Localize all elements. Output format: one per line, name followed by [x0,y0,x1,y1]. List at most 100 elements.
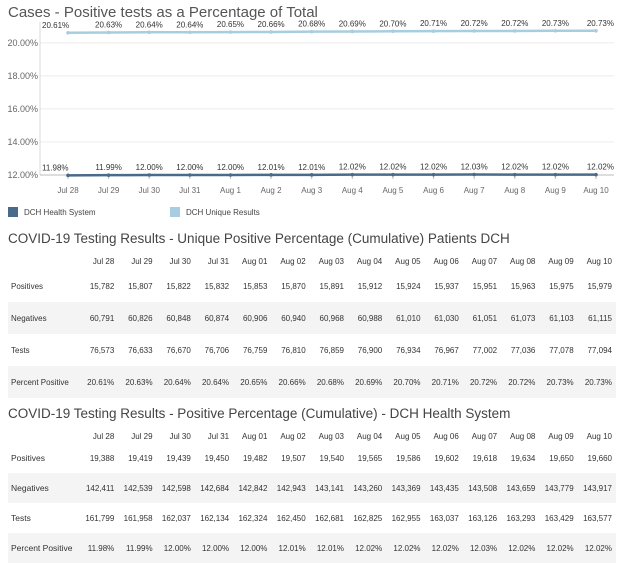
table-cell: 20.72% [501,366,540,398]
x-tick-label: Aug 9 [545,186,566,195]
x-tick-label: Aug 6 [423,186,444,195]
table-cell: 162,324 [238,513,268,523]
table-cell: 11.99% [118,533,157,563]
table-cell: 162,955 [391,513,421,523]
table-cell: 19,439 [166,453,191,463]
data-label-bg [94,161,123,172]
x-tick-label: Aug 4 [342,186,363,195]
table-cell: 162,450 [276,513,306,523]
table-cell: 19,388 [89,453,115,463]
data-label-bg [215,161,246,171]
x-tick-label: Jul 28 [57,186,79,195]
data-label-bg [175,18,205,29]
table-cell: 12.02% [539,533,578,563]
table-cell: 19,540 [319,453,344,463]
data-point [188,173,192,177]
line-chart: 12.00% 14.00% 16.00% 18.00% 20.00% Jul 28 Jul … [7,16,615,195]
column-header: Jul 31 [207,431,230,441]
y-tick-label: 16.00% [7,104,38,114]
table-cell: 163,037 [429,513,459,523]
data-label: 11.99% [95,163,122,172]
table-cell: 19,660 [587,453,612,463]
table-cell: 142,598 [156,473,195,503]
table-cell: 11.98% [80,533,119,563]
data-label: 20.72% [501,19,528,28]
column-header: Aug 01 [242,431,268,441]
table-cell: 20.69% [347,366,387,398]
table-row: Negatives 142,411 142,539 142,598 142,684 142… [8,473,616,503]
x-tick-label: Aug 7 [464,186,485,195]
table-cell: 12.02% [424,533,463,563]
chart-title: Cases - Positive tests as a Percentage o… [8,4,318,21]
column-header: Jul 30 [169,256,191,266]
data-label-bg [378,160,408,171]
column-header: Aug 08 [510,431,536,441]
data-point [228,173,233,177]
data-label: 20.68% [298,20,325,29]
table-cell: 76,706 [204,345,230,355]
table-cell: 77,036 [510,345,536,355]
data-label: 20.72% [461,19,488,28]
table-cell: 76,759 [242,345,268,355]
table-cell: 60,906 [233,302,272,334]
table-cell: 15,822 [166,281,191,291]
table-cell: 12.00% [156,533,195,563]
table-cell: 12.00% [194,533,234,563]
data-point [472,172,476,177]
column-header: Aug 07 [471,431,498,441]
table-cell: 76,573 [89,345,115,355]
table-cell: 163,293 [506,513,536,523]
table-cell: 19,419 [128,453,153,463]
table-cell: 76,633 [128,345,153,355]
column-header: Jul 29 [131,431,153,441]
data-point [594,172,598,177]
table-cell: 76,670 [166,345,191,355]
data-label-bg [41,161,70,172]
column-header: Aug 03 [318,431,344,441]
table-cell: 76,900 [357,345,383,355]
data-point [512,172,517,177]
column-header: Aug 05 [395,431,421,441]
data-label-bg [134,18,164,29]
row-label: Negatives [8,302,80,334]
table-cell: 12.02% [501,533,540,563]
table-cell: 12.02% [577,533,616,563]
data-label-bg [297,160,327,171]
legend-swatch-health-system [8,207,18,217]
table-cell: 15,807 [128,281,153,291]
data-label: 20.73% [587,19,614,28]
unique-results-table: Jul 28 Jul 29 Jul 30 Jul 31 Aug 01 Aug 02 Aug … [8,252,616,398]
column-header: Aug 01 [242,256,268,266]
data-label-bg [337,160,367,171]
table-cell: 61,073 [501,302,540,334]
table-cell: 20.64% [156,366,195,398]
data-label: 12.02% [339,163,366,172]
table-cell: 76,934 [396,345,421,355]
y-tick-label: 14.00% [7,137,38,147]
data-label: 20.73% [542,19,569,28]
x-tick-label: Aug 1 [220,186,241,195]
data-point [228,30,233,34]
data-label: 20.71% [420,19,447,28]
data-label-bg [256,160,286,171]
column-header: Aug 04 [356,431,383,441]
data-label-bg [500,160,530,171]
data-point [512,29,517,33]
table-cell: 20.66% [271,366,310,398]
table-cell: 60,874 [194,302,234,334]
data-point [106,30,111,35]
data-label-bg [41,18,71,29]
table-cell: 20.64% [194,366,234,398]
x-tick-label: Aug 10 [583,186,609,195]
data-label: 12.00% [136,163,163,172]
table-cell: 143,659 [501,473,540,503]
data-label-bg [418,17,449,28]
table-cell: 19,586 [396,453,421,463]
data-label: 12.03% [461,163,488,172]
data-label-bg [175,161,205,171]
data-label: 12.02% [501,163,528,172]
column-header: Aug 08 [510,256,536,266]
x-tick-label: Aug 2 [261,186,282,195]
column-header: Jul 30 [169,431,191,441]
data-label: 12.00% [176,163,203,172]
